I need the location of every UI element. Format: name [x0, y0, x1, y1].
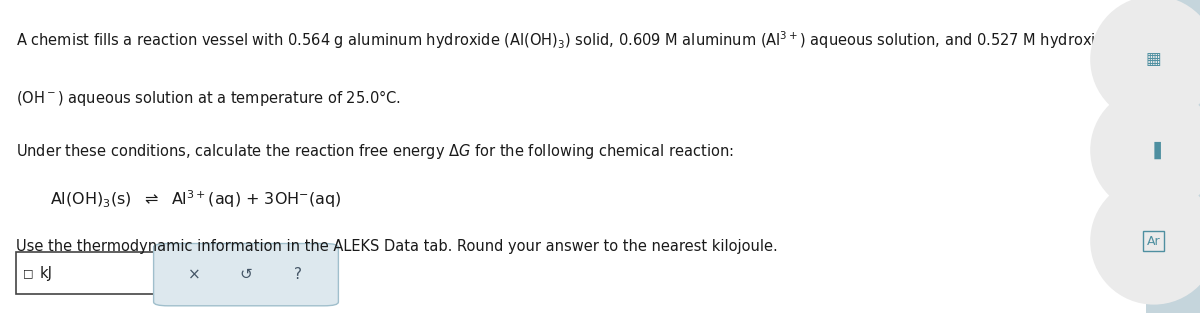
- FancyBboxPatch shape: [154, 244, 338, 306]
- Text: ?: ?: [294, 267, 302, 282]
- Text: $\mathregular{Al(OH)_3}$(s)  $\rightleftharpoons$  $\mathregular{Al^{3+}}$(aq) +: $\mathregular{Al(OH)_3}$(s) $\rightlefth…: [50, 188, 342, 209]
- FancyBboxPatch shape: [1146, 0, 1200, 313]
- Text: ▐: ▐: [1147, 141, 1160, 159]
- Text: ↺: ↺: [240, 267, 252, 282]
- Text: Use the thermodynamic information in the ALEKS Data tab. Round your answer to th: Use the thermodynamic information in the…: [16, 239, 778, 254]
- Text: $\left(\mathregular{OH^-}\right)$ aqueous solution at a temperature of 25.0°C.: $\left(\mathregular{OH^-}\right)$ aqueou…: [16, 88, 401, 108]
- Text: □: □: [23, 268, 34, 278]
- Text: A chemist fills a reaction vessel with 0.564 g aluminum hydroxide $\left(\mathre: A chemist fills a reaction vessel with 0…: [16, 30, 1114, 51]
- Text: kJ: kJ: [40, 266, 53, 280]
- Ellipse shape: [1091, 177, 1200, 305]
- Text: ×: ×: [187, 267, 200, 282]
- FancyBboxPatch shape: [16, 252, 154, 294]
- Text: Under these conditions, calculate the reaction free energy $\mathregular{\Delta}: Under these conditions, calculate the re…: [16, 142, 733, 162]
- Ellipse shape: [1091, 0, 1200, 123]
- Text: ▦: ▦: [1146, 50, 1162, 69]
- Ellipse shape: [1091, 87, 1200, 214]
- Text: Ar: Ar: [1147, 234, 1160, 248]
